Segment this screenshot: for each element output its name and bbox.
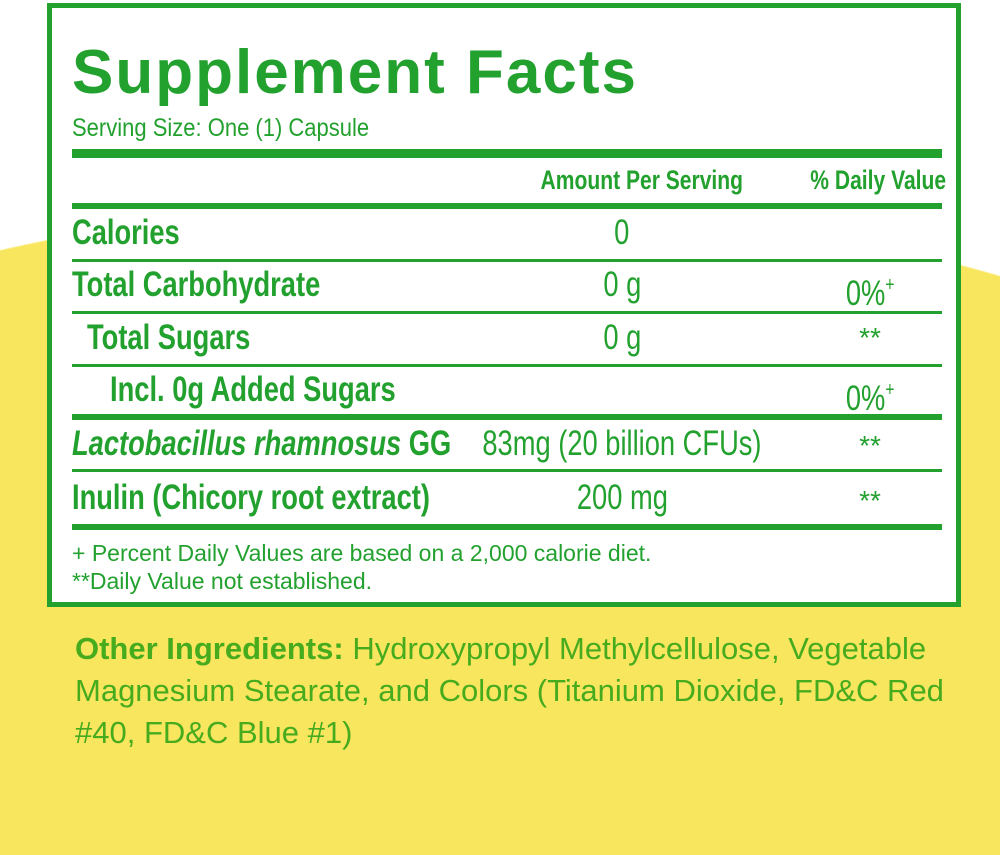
divider [72,469,942,472]
divider [72,259,942,262]
divider [72,311,942,314]
row-label-total-carbohydrate: Total Carbohydrate [72,265,321,304]
row-amount-calories: 0 [614,213,630,252]
header-amount: Amount Per Serving [540,165,744,195]
divider [72,149,942,158]
row-label-added-sugars: Incl. 0g Added Sugars [110,370,396,409]
footnote-dv-not-established: **Daily Value not established. [72,568,373,594]
row-dv-added-sugars: 0%+ [845,379,895,418]
row-amount-inulin: 200 mg [576,478,668,517]
supplement-facts-panel: Supplement Facts Serving Size: One (1) C… [47,3,961,607]
other-ingredients-label: Other Ingredients: [75,631,344,666]
footnote-percent-dv: + Percent Daily Values are based on a 2,… [72,540,652,566]
row-label-total-sugars: Total Sugars [87,318,251,357]
serving-size: Serving Size: One (1) Capsule [72,114,370,142]
other-ingredients-text: Hydroxypropyl Methylcellulose, Vegetable… [75,631,944,750]
row-amount-total-sugars: 0 g [603,318,641,357]
divider [72,414,942,420]
row-dv-inulin: ** [859,485,881,516]
divider [72,203,942,209]
row-label-lactobacillus: Lactobacillus rhamnosus GG [72,424,452,463]
row-dv-total-sugars: ** [859,322,881,353]
row-label-inulin: Inulin (Chicory root extract) [72,478,430,517]
other-ingredients: Other Ingredients: Hydroxypropyl Methylc… [75,628,975,754]
divider [72,524,942,530]
row-amount-total-carbohydrate: 0 g [603,265,641,304]
divider [72,364,942,367]
row-label-calories: Calories [72,213,180,252]
panel-title: Supplement Facts [72,38,638,107]
header-daily-value: % Daily Value [810,165,947,195]
row-dv-total-carbohydrate: 0%+ [845,274,895,313]
row-amount-lactobacillus: 83mg (20 billion CFUs) [482,424,762,463]
row-dv-lactobacillus: ** [859,430,881,461]
